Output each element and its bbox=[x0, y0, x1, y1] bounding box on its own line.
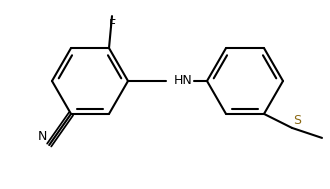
Text: N: N bbox=[38, 130, 47, 143]
Text: S: S bbox=[293, 114, 301, 127]
Text: HN: HN bbox=[174, 74, 193, 88]
Text: F: F bbox=[109, 18, 116, 31]
